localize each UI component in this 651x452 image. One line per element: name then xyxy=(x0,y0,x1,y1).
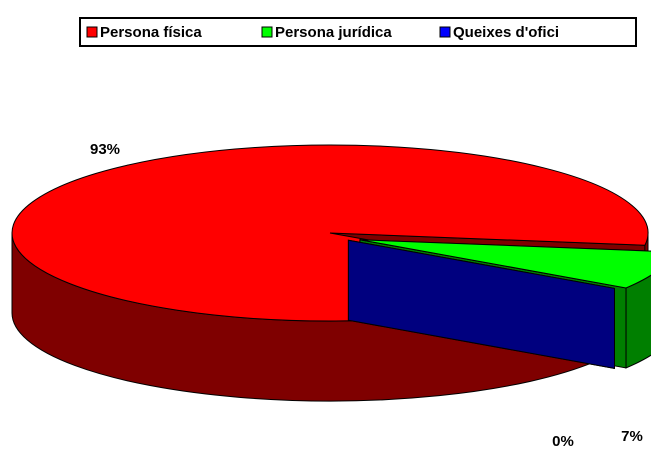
legend-swatch xyxy=(439,26,451,38)
data-label: 0% xyxy=(552,433,574,450)
slice-top xyxy=(359,239,651,289)
data-label: 93% xyxy=(90,141,120,158)
legend-label: Queixes d'ofici xyxy=(453,24,559,41)
slice-side xyxy=(625,274,651,369)
legend-label: Persona jurídica xyxy=(275,24,392,41)
data-label: 7% xyxy=(621,428,643,445)
legend-box xyxy=(79,17,637,47)
legend-swatch xyxy=(261,26,273,38)
legend-swatch xyxy=(86,26,98,38)
legend-label: Persona física xyxy=(100,24,202,41)
slice-wall xyxy=(347,239,615,370)
